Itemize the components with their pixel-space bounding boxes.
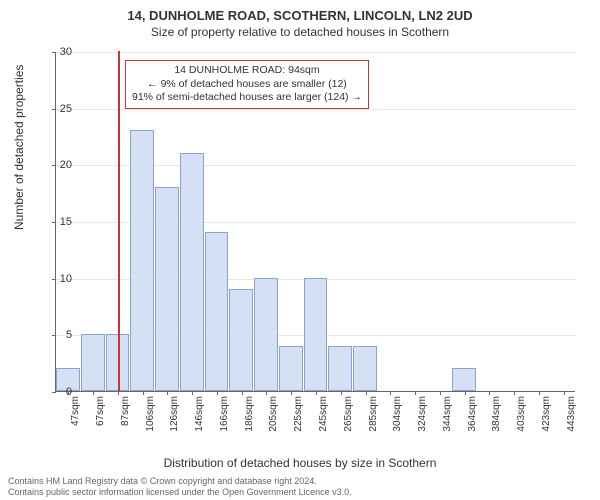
- x-tick-label: 324sqm: [417, 396, 428, 432]
- x-tick-label: 47sqm: [70, 396, 81, 426]
- x-tick: [266, 391, 267, 395]
- x-tick-label: 166sqm: [219, 396, 230, 432]
- x-tick-label: 225sqm: [293, 396, 304, 432]
- x-tick-label: 423sqm: [541, 396, 552, 432]
- x-tick: [118, 391, 119, 395]
- chart-subtitle: Size of property relative to detached ho…: [0, 23, 600, 39]
- x-tick: [489, 391, 490, 395]
- reference-line: [118, 51, 120, 391]
- chart-container: 14, DUNHOLME ROAD, SCOTHERN, LINCOLN, LN…: [0, 0, 600, 500]
- footer-text: Contains HM Land Registry data © Crown c…: [8, 476, 352, 498]
- annotation-box: 14 DUNHOLME ROAD: 94sqm ← 9% of detached…: [125, 60, 369, 109]
- x-tick: [242, 391, 243, 395]
- y-tick-label: 15: [42, 216, 72, 228]
- footer-line2: Contains public sector information licen…: [8, 487, 352, 498]
- annotation-line2: ← 9% of detached houses are smaller (12): [132, 78, 362, 92]
- x-tick: [390, 391, 391, 395]
- bar: [229, 289, 253, 391]
- x-tick: [415, 391, 416, 395]
- y-tick-label: 5: [42, 329, 72, 341]
- bar: [452, 368, 476, 391]
- x-tick: [341, 391, 342, 395]
- x-tick-label: 87sqm: [120, 396, 131, 426]
- bar: [279, 346, 303, 391]
- bar: [304, 278, 328, 391]
- x-tick-label: 364sqm: [467, 396, 478, 432]
- chart-area: 14 DUNHOLME ROAD: 94sqm ← 9% of detached…: [55, 52, 575, 412]
- y-tick-label: 0: [42, 386, 72, 398]
- gridline: [56, 52, 576, 53]
- bar: [254, 278, 278, 391]
- bar: [81, 334, 105, 391]
- x-tick: [93, 391, 94, 395]
- annotation-line1: 14 DUNHOLME ROAD: 94sqm: [132, 64, 362, 78]
- x-axis-label: Distribution of detached houses by size …: [0, 456, 600, 470]
- bar: [328, 346, 352, 391]
- x-tick: [440, 391, 441, 395]
- bar: [353, 346, 377, 391]
- x-tick-label: 403sqm: [516, 396, 527, 432]
- x-tick-label: 265sqm: [343, 396, 354, 432]
- x-tick: [465, 391, 466, 395]
- x-tick-label: 384sqm: [491, 396, 502, 432]
- y-axis-label: Number of detached properties: [12, 65, 26, 230]
- x-tick-label: 245sqm: [318, 396, 329, 432]
- x-tick-label: 443sqm: [566, 396, 577, 432]
- x-tick-label: 205sqm: [268, 396, 279, 432]
- x-tick: [192, 391, 193, 395]
- x-tick-label: 146sqm: [194, 396, 205, 432]
- y-tick-label: 20: [42, 159, 72, 171]
- x-tick-label: 186sqm: [244, 396, 255, 432]
- bar: [180, 153, 204, 391]
- x-tick: [217, 391, 218, 395]
- chart-title: 14, DUNHOLME ROAD, SCOTHERN, LINCOLN, LN…: [0, 0, 600, 23]
- x-tick: [514, 391, 515, 395]
- y-tick-label: 10: [42, 273, 72, 285]
- x-tick: [291, 391, 292, 395]
- x-tick: [167, 391, 168, 395]
- x-tick: [316, 391, 317, 395]
- footer-line1: Contains HM Land Registry data © Crown c…: [8, 476, 352, 487]
- x-tick: [564, 391, 565, 395]
- bar: [155, 187, 179, 391]
- annotation-line3: 91% of semi-detached houses are larger (…: [132, 91, 362, 105]
- x-tick: [143, 391, 144, 395]
- bar: [205, 232, 229, 391]
- x-tick-label: 126sqm: [169, 396, 180, 432]
- x-tick-label: 344sqm: [442, 396, 453, 432]
- x-tick: [366, 391, 367, 395]
- bar: [130, 130, 154, 391]
- x-tick: [539, 391, 540, 395]
- y-tick-label: 30: [42, 46, 72, 58]
- x-tick-label: 285sqm: [368, 396, 379, 432]
- x-tick-label: 304sqm: [392, 396, 403, 432]
- x-tick-label: 106sqm: [145, 396, 156, 432]
- y-tick-label: 25: [42, 103, 72, 115]
- x-tick-label: 67sqm: [95, 396, 106, 426]
